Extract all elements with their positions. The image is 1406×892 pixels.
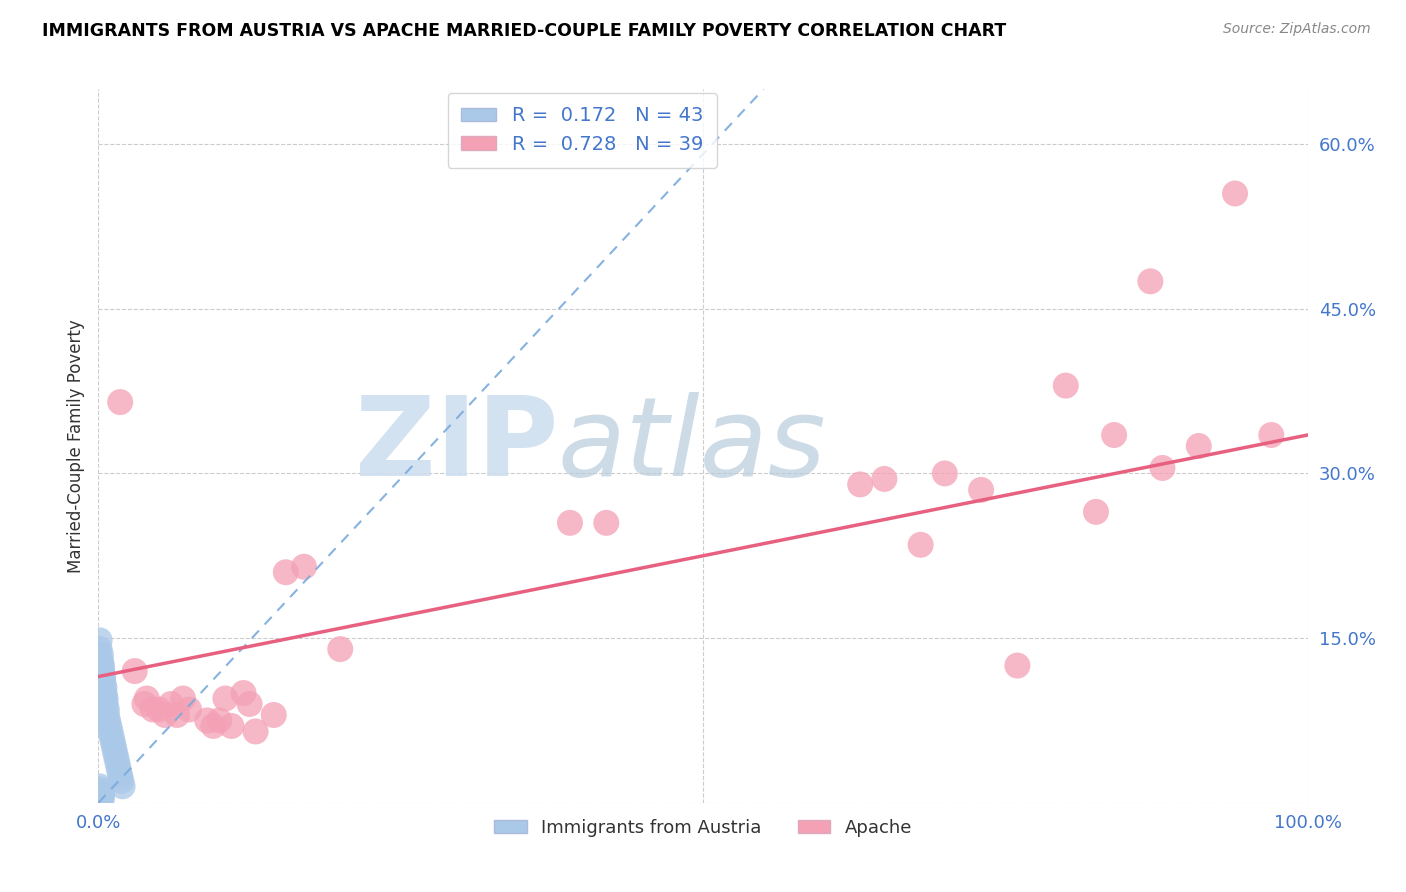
Point [89,642,111,657]
Point [172,691,194,706]
Point [1188,439,1211,453]
Point [1260,428,1282,442]
Point [96,702,118,716]
Point [90,657,112,672]
Point [89,655,111,669]
Point [89,690,111,705]
Point [134,697,156,711]
Point [104,747,127,761]
Point [873,472,896,486]
Point [110,773,132,788]
Point [179,702,201,716]
Text: Source: ZipAtlas.com: Source: ZipAtlas.com [1223,22,1371,37]
Y-axis label: Married-Couple Family Poverty: Married-Couple Family Poverty [66,319,84,573]
Point [910,538,932,552]
Point [232,686,254,700]
Point [208,714,231,728]
Point [89,692,111,706]
Point [90,653,112,667]
Point [93,688,115,702]
Point [91,664,114,678]
Point [107,757,129,772]
Point [98,719,121,733]
Point [970,483,993,497]
Point [105,752,128,766]
Point [90,648,112,662]
Point [108,763,131,777]
Point [91,787,114,801]
Point [93,686,115,700]
Point [934,467,956,481]
Point [91,658,114,673]
Point [108,768,131,782]
Point [90,695,112,709]
Text: ZIP: ZIP [354,392,558,500]
Point [90,782,112,797]
Point [1223,186,1246,201]
Point [595,516,617,530]
Point [94,691,117,706]
Point [100,724,122,739]
Point [263,708,285,723]
Point [91,669,114,683]
Point [108,395,131,409]
Point [329,642,352,657]
Point [245,724,267,739]
Point [1085,505,1108,519]
Point [160,697,183,711]
Point [1007,658,1029,673]
Point [101,735,124,749]
Point [93,681,115,695]
Point [239,697,262,711]
Point [142,702,165,716]
Point [91,791,114,805]
Point [135,691,157,706]
Point [1054,378,1077,392]
Point [1139,274,1161,288]
Point [91,675,114,690]
Point [1152,461,1174,475]
Point [1102,428,1125,442]
Point [274,566,297,580]
Point [195,714,218,728]
Text: atlas: atlas [558,392,827,500]
Point [558,516,581,530]
Point [89,780,111,794]
Point [94,697,117,711]
Text: IMMIGRANTS FROM AUSTRIA VS APACHE MARRIED-COUPLE FAMILY POVERTY CORRELATION CHAR: IMMIGRANTS FROM AUSTRIA VS APACHE MARRIE… [42,22,1007,40]
Point [89,794,111,808]
Point [849,477,872,491]
Point [221,719,243,733]
Point [166,708,188,723]
Point [124,664,146,678]
Point [103,740,125,755]
Point [90,785,112,799]
Point [292,559,315,574]
Point [96,708,118,723]
Point [214,691,236,706]
Point [89,633,111,648]
Legend: Immigrants from Austria, Apache: Immigrants from Austria, Apache [486,812,920,844]
Point [148,702,170,716]
Point [202,719,225,733]
Point [153,708,176,723]
Point [90,795,112,809]
Point [91,666,114,681]
Point [100,730,122,744]
Point [91,699,114,714]
Point [111,780,134,794]
Point [97,714,120,728]
Point [91,677,114,691]
